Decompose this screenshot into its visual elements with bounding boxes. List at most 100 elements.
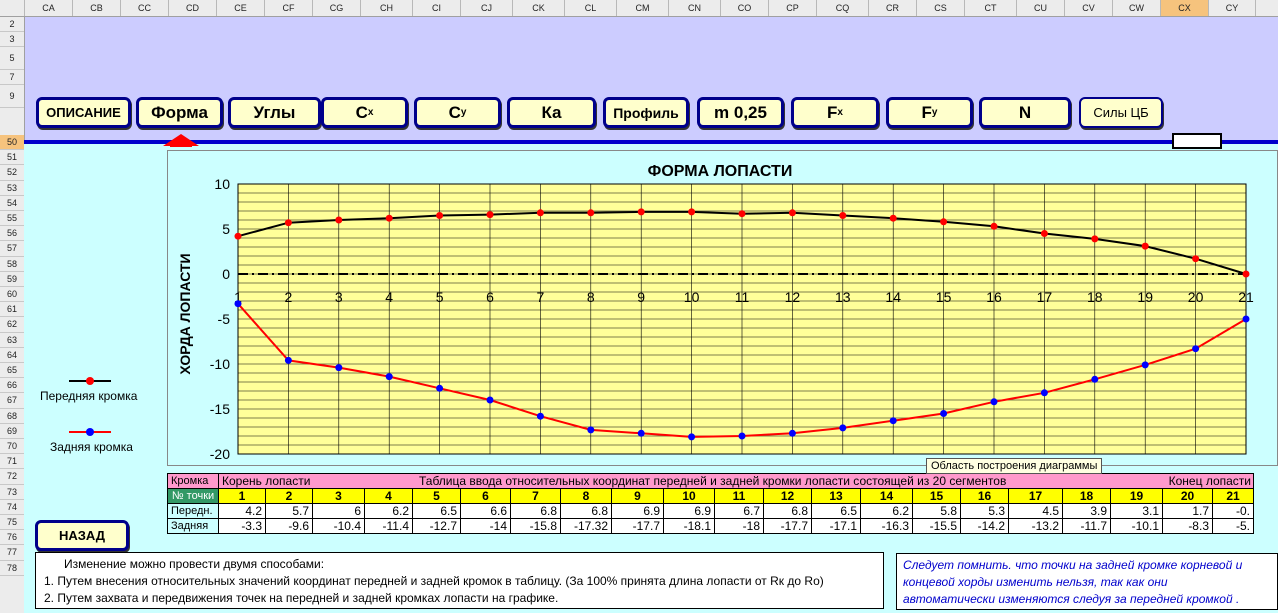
front-edge-cell[interactable]: -0.: [1212, 503, 1254, 519]
back-edge-cell[interactable]: -12.7: [412, 518, 461, 534]
m025-button[interactable]: m 0,25: [697, 97, 784, 128]
back-edge-cell[interactable]: -16.3: [860, 518, 913, 534]
row-header-77[interactable]: 77: [0, 545, 24, 561]
column-header-cs[interactable]: CS: [917, 0, 965, 16]
front-edge-point[interactable]: [738, 210, 746, 218]
front-edge-cell[interactable]: 6.7: [714, 503, 764, 519]
row-header-2[interactable]: 2: [0, 17, 24, 32]
front-edge-cell[interactable]: 6.2: [860, 503, 913, 519]
front-edge-point[interactable]: [940, 218, 948, 226]
row-header-69[interactable]: 69: [0, 424, 24, 439]
row-header-58[interactable]: 58: [0, 257, 24, 272]
front-edge-cell[interactable]: 6.9: [663, 503, 715, 519]
column-header-cb[interactable]: CB: [73, 0, 121, 16]
column-header-cx[interactable]: CX: [1161, 0, 1209, 16]
front-edge-cell[interactable]: 3.9: [1062, 503, 1111, 519]
front-edge-cell[interactable]: 5.7: [265, 503, 313, 519]
front-edge-point[interactable]: [1040, 230, 1048, 237]
back-edge-cell[interactable]: -3.3: [218, 518, 266, 534]
front-edge-point[interactable]: [1141, 242, 1149, 250]
nazad-button[interactable]: НАЗАД: [35, 520, 129, 551]
front-edge-point[interactable]: [587, 209, 595, 217]
back-edge-cell[interactable]: -18: [714, 518, 764, 534]
front-edge-point[interactable]: [889, 214, 897, 222]
row-header-76[interactable]: 76: [0, 530, 24, 546]
row-header-68[interactable]: 68: [0, 409, 24, 424]
column-header-cm[interactable]: CM: [617, 0, 669, 16]
column-header-ct[interactable]: CT: [965, 0, 1017, 16]
front-edge-cell[interactable]: 6.9: [611, 503, 664, 519]
row-header-7[interactable]: 7: [0, 70, 24, 85]
chart-area[interactable]: 10 5 0 -5 -10 -15 -20 1 2 3 4 5 6 7 8 9 10 11 12 13 14 15 16 1…: [167, 150, 1278, 466]
select-all-corner[interactable]: [0, 0, 25, 16]
back-edge-cell[interactable]: -17.7: [611, 518, 664, 534]
back-edge-cell[interactable]: -10.1: [1110, 518, 1163, 534]
row-header-5[interactable]: 5: [0, 47, 24, 70]
front-edge-point[interactable]: [688, 208, 696, 216]
column-header-cj[interactable]: CJ: [461, 0, 513, 16]
column-header-ca[interactable]: CA: [25, 0, 73, 16]
row-header-72[interactable]: 72: [0, 469, 24, 485]
back-edge-point[interactable]: [1192, 345, 1200, 353]
row-header-56[interactable]: 56: [0, 226, 24, 242]
column-header-cn[interactable]: CN: [669, 0, 721, 16]
row-header-66[interactable]: 66: [0, 378, 24, 394]
ugly-button[interactable]: Углы: [228, 97, 321, 128]
ka-button[interactable]: Ка: [507, 97, 596, 128]
back-edge-point[interactable]: [839, 424, 847, 432]
back-edge-cell[interactable]: -17.7: [763, 518, 812, 534]
front-edge-point[interactable]: [385, 214, 393, 222]
back-edge-point[interactable]: [637, 429, 645, 437]
back-edge-cell[interactable]: -14.2: [960, 518, 1009, 534]
sily-cb-button[interactable]: Силы ЦБ: [1079, 97, 1163, 128]
column-header-cu[interactable]: CU: [1017, 0, 1065, 16]
front-edge-cell[interactable]: 6.5: [811, 503, 861, 519]
back-edge-cell[interactable]: -9.6: [265, 518, 313, 534]
front-edge-point[interactable]: [335, 216, 343, 224]
back-edge-point[interactable]: [234, 300, 242, 308]
back-edge-cell[interactable]: -17.32: [560, 518, 612, 534]
column-header-cp[interactable]: CP: [769, 0, 817, 16]
front-edge-cell[interactable]: 6.8: [763, 503, 812, 519]
front-edge-cell[interactable]: 1.7: [1162, 503, 1213, 519]
opisanie-button[interactable]: ОПИСАНИЕ: [36, 97, 131, 128]
n-button[interactable]: N: [979, 97, 1071, 128]
row-header-61[interactable]: 61: [0, 302, 24, 318]
profil-button[interactable]: Профиль: [603, 97, 689, 128]
front-edge-cell[interactable]: 4.5: [1008, 503, 1063, 519]
row-header-60[interactable]: 60: [0, 287, 24, 303]
front-edge-cell[interactable]: 6.8: [510, 503, 561, 519]
column-header-ce[interactable]: CE: [217, 0, 265, 16]
back-edge-cell[interactable]: -11.7: [1062, 518, 1111, 534]
back-edge-point[interactable]: [335, 364, 343, 372]
row-header-50[interactable]: 50: [0, 135, 24, 151]
row-header-64[interactable]: 64: [0, 348, 24, 363]
front-edge-cell[interactable]: 4.2: [218, 503, 266, 519]
column-header-cw[interactable]: CW: [1113, 0, 1161, 16]
row-header-75[interactable]: 75: [0, 515, 24, 531]
column-header-cf[interactable]: CF: [265, 0, 313, 16]
column-header-cg[interactable]: CG: [313, 0, 361, 16]
back-edge-point[interactable]: [1040, 389, 1048, 397]
front-edge-cell[interactable]: 6.8: [560, 503, 612, 519]
front-edge-point[interactable]: [990, 222, 998, 230]
back-edge-cell[interactable]: -5.: [1212, 518, 1254, 534]
column-header-ci[interactable]: CI: [413, 0, 461, 16]
back-edge-point[interactable]: [385, 373, 393, 381]
back-edge-point[interactable]: [1141, 361, 1149, 369]
back-edge-point[interactable]: [1242, 315, 1250, 323]
row-header-67[interactable]: 67: [0, 393, 24, 409]
front-edge-point[interactable]: [1091, 235, 1099, 243]
row-header-53[interactable]: 53: [0, 181, 24, 196]
row-header-54[interactable]: 54: [0, 196, 24, 211]
column-header-cd[interactable]: CD: [169, 0, 217, 16]
row-header-52[interactable]: 52: [0, 165, 24, 181]
back-edge-point[interactable]: [486, 396, 494, 404]
back-edge-point[interactable]: [436, 384, 444, 392]
back-edge-point[interactable]: [536, 412, 544, 420]
back-edge-point[interactable]: [738, 432, 746, 440]
